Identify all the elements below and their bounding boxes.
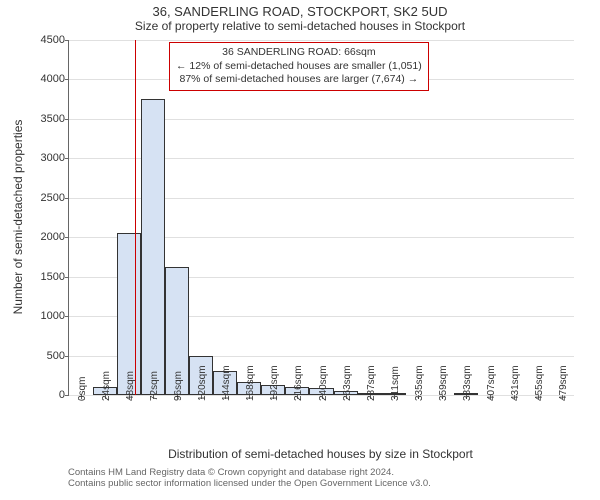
y-tick-label: 0 [59, 389, 69, 401]
chart-subtitle: Size of property relative to semi-detach… [0, 19, 600, 33]
attribution: Contains HM Land Registry data © Crown c… [68, 467, 431, 490]
x-tick-label: 216sqm [293, 365, 304, 401]
highlight-line [135, 40, 136, 395]
y-tick-label: 3500 [41, 113, 69, 125]
y-tick-label: 2000 [41, 231, 69, 243]
chart-title: 36, SANDERLING ROAD, STOCKPORT, SK2 5UD [0, 0, 600, 19]
x-tick-label: 144sqm [221, 365, 232, 401]
y-tick-label: 4500 [41, 34, 69, 46]
x-tick-label: 359sqm [438, 365, 449, 401]
y-tick-label: 1000 [41, 310, 69, 322]
histogram-chart: 36, SANDERLING ROAD, STOCKPORT, SK2 5UD … [0, 0, 600, 500]
x-tick-label: 287sqm [366, 365, 377, 401]
x-tick-label: 383sqm [462, 365, 473, 401]
callout-line: 36 SANDERLING ROAD: 66sqm [176, 46, 422, 60]
y-axis-label: Number of semi-detached properties [11, 107, 25, 327]
callout-line: 87% of semi-detached houses are larger (… [176, 73, 422, 87]
highlight-callout: 36 SANDERLING ROAD: 66sqm← 12% of semi-d… [169, 42, 429, 91]
y-tick-label: 2500 [41, 192, 69, 204]
x-tick-label: 407sqm [486, 365, 497, 401]
x-tick-label: 263sqm [342, 365, 353, 401]
x-tick-label: 479sqm [558, 365, 569, 401]
x-tick-label: 168sqm [245, 365, 256, 401]
x-tick-label: 0sqm [77, 377, 88, 401]
x-axis-label: Distribution of semi-detached houses by … [68, 447, 573, 461]
callout-line: ← 12% of semi-detached houses are smalle… [176, 60, 422, 74]
x-tick-label: 120sqm [197, 365, 208, 401]
histogram-bar [141, 99, 165, 395]
y-tick-label: 3000 [41, 152, 69, 164]
x-tick-label: 455sqm [534, 365, 545, 401]
x-tick-label: 192sqm [269, 365, 280, 401]
x-tick-label: 311sqm [390, 366, 401, 401]
attribution-line2: Contains public sector information licen… [68, 478, 431, 489]
y-tick-label: 1500 [41, 271, 69, 283]
plot-area: 0500100015002000250030003500400045000sqm… [68, 40, 574, 396]
y-tick-label: 4000 [41, 73, 69, 85]
x-tick-label: 96sqm [173, 371, 184, 401]
y-tick-label: 500 [47, 350, 69, 362]
x-tick-label: 431sqm [510, 365, 521, 401]
x-tick-label: 72sqm [149, 371, 160, 401]
attribution-line1: Contains HM Land Registry data © Crown c… [68, 467, 431, 478]
x-tick-label: 240sqm [318, 365, 329, 401]
grid-line [69, 40, 574, 41]
x-tick-label: 335sqm [414, 365, 425, 401]
x-tick-label: 24sqm [101, 371, 112, 401]
